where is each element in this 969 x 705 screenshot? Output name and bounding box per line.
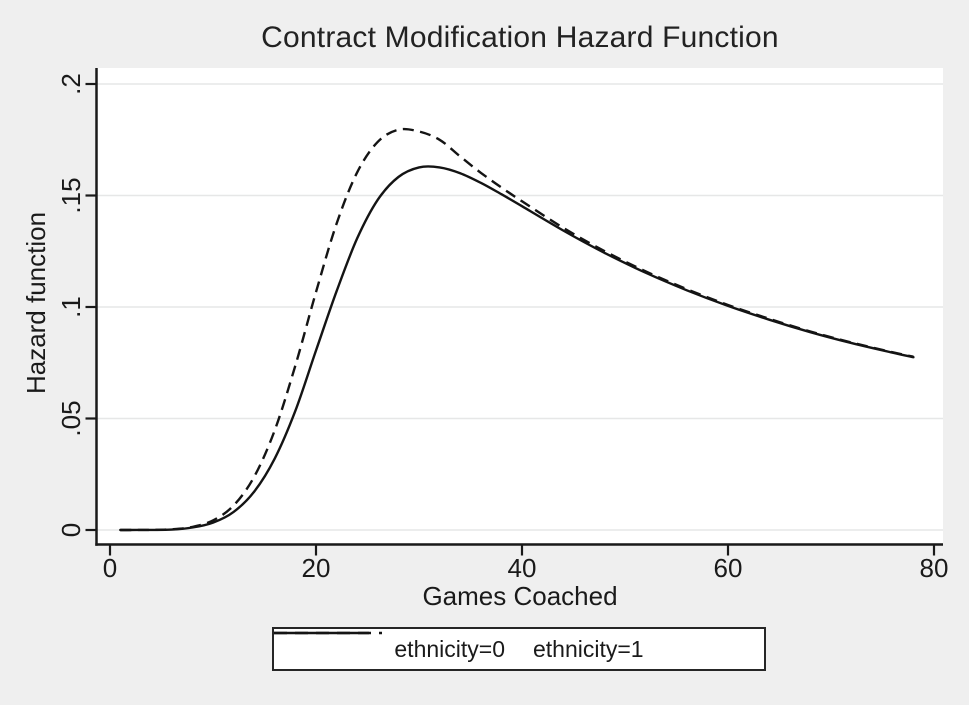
x-tick-label: 0 xyxy=(103,553,117,583)
y-ticks xyxy=(85,82,96,532)
x-axis-title: Games Coached xyxy=(422,581,617,611)
y-tick-labels: 0 .05 .1 .15 .2 xyxy=(56,73,86,537)
y-tick-label: 0 xyxy=(56,523,86,537)
legend-label-ethnicity-1: ethnicity=1 xyxy=(533,635,644,662)
y-tick-label: .2 xyxy=(56,73,86,95)
legend-item-ethnicity-1: ethnicity=1 xyxy=(274,631,644,663)
legend-item-ethnicity-0: ethnicity=0 xyxy=(274,631,505,663)
x-tick-label: 40 xyxy=(508,553,537,583)
legend: ethnicity=0 ethnicity=1 xyxy=(272,627,766,671)
y-axis-title: Hazard function xyxy=(21,212,51,394)
y-tick-label: .15 xyxy=(56,177,86,213)
x-tick-label: 60 xyxy=(714,553,743,583)
x-tick-labels: 0 20 40 60 80 xyxy=(103,553,949,583)
series-ethnicity-1-line xyxy=(120,127,914,532)
chart-title: Contract Modification Hazard Function xyxy=(261,21,779,54)
plot-background xyxy=(97,68,943,543)
dashed-line-sample xyxy=(274,631,382,635)
gridlines xyxy=(97,83,943,531)
x-tick-label: 80 xyxy=(920,553,949,583)
x-tick-label: 20 xyxy=(302,553,331,583)
y-tick-label: .1 xyxy=(56,296,86,318)
x-ticks xyxy=(108,545,936,556)
y-tick-label: .05 xyxy=(56,400,86,436)
legend-label-ethnicity-0: ethnicity=0 xyxy=(394,635,505,662)
